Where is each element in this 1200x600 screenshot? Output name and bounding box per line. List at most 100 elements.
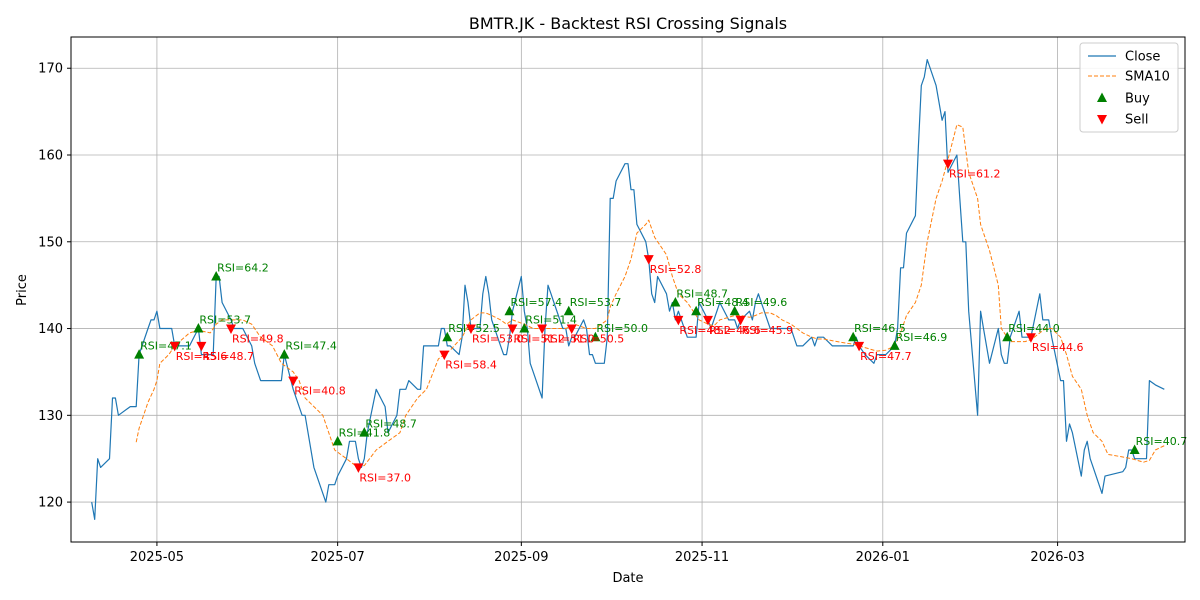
legend-sell-swatch — [1097, 115, 1107, 125]
buy-signal-marker — [563, 305, 574, 316]
sell-signal-marker — [439, 350, 450, 361]
x-tick-label: 2026-03 — [1030, 550, 1084, 565]
sell-signal-marker — [288, 376, 299, 387]
buy-signal-marker — [193, 323, 204, 333]
sell-signal-marker — [196, 341, 207, 352]
sell-signal-marker — [942, 159, 953, 170]
buy-rsi-label: RSI=49.6 — [736, 296, 788, 309]
sell-signal-marker — [507, 324, 518, 335]
buy-signal-marker — [359, 427, 370, 437]
sell-rsi-label: RSI=46.6 — [709, 324, 761, 337]
sell-rsi-label: RSI=44.6 — [1032, 341, 1084, 354]
buy-signal-marker — [1002, 331, 1013, 342]
tick-layer: 2025-05 2025-07 2025-09 2025-11 2026-01 2026-… — [38, 62, 1085, 565]
buy-signal-marker — [1129, 444, 1140, 455]
buy-rsi-label: RSI=40.7 — [1136, 435, 1188, 448]
sell-rsi-label: RSI=40.8 — [294, 385, 346, 398]
buy-signal-marker — [504, 305, 515, 316]
buy-signal-marker — [590, 331, 601, 342]
sell-rsi-label: RSI=58.4 — [445, 359, 497, 372]
buy-signal-marker — [279, 349, 290, 359]
buy-signal-marker — [889, 340, 900, 350]
buy-rsi-label: RSI=53.7 — [570, 296, 622, 309]
buy-rsi-label: RSI=57.4 — [510, 296, 562, 309]
sell-signal-marker — [854, 341, 865, 352]
marker-layer: RSI=47.1RSI=53.7RSI=64.2RSI=47.4RSI=41.8… — [134, 159, 1188, 484]
sell-rsi-label: RSI=37.0 — [359, 471, 411, 484]
y-tick-label: 150 — [38, 235, 63, 250]
legend-buy-swatch — [1097, 92, 1107, 102]
sell-rsi-label: RSI=49.8 — [232, 333, 284, 346]
sma10-line — [135, 124, 1165, 467]
sell-rsi-label: RSI=52.8 — [650, 263, 702, 276]
y-tick-label: 120 — [38, 496, 63, 511]
sell-rsi-label: RSI=51.2 — [513, 333, 565, 346]
y-axis-title: Price — [15, 274, 30, 306]
buy-rsi-label: RSI=48.7 — [676, 288, 728, 301]
sell-rsi-label: RSI=61.2 — [949, 168, 1001, 181]
buy-signal-marker — [332, 435, 343, 446]
legend-label: Buy — [1125, 92, 1150, 107]
sell-signal-marker — [673, 315, 684, 326]
sell-signal-marker — [702, 315, 713, 326]
buy-signal-marker — [134, 349, 145, 359]
sell-rsi-label: RSI=45.9 — [742, 324, 794, 337]
x-tick-label: 2026-01 — [856, 550, 910, 565]
buy-rsi-label: RSI=47.4 — [285, 340, 337, 353]
plot-layer — [91, 59, 1165, 520]
sell-rsi-label: RSI=47.7 — [860, 350, 912, 363]
sell-rsi-label: RSI=53.0 — [472, 333, 524, 346]
close-price-line — [91, 59, 1165, 520]
y-tick-label: 140 — [38, 322, 63, 337]
sell-rsi-label: RSI=45.6 — [176, 350, 228, 363]
y-tick-label: 160 — [38, 149, 63, 164]
x-tick-label: 2025-11 — [675, 550, 729, 565]
buy-signal-marker — [691, 305, 702, 316]
buy-rsi-label: RSI=46.9 — [896, 331, 948, 344]
x-tick-label: 2025-05 — [130, 550, 184, 565]
sell-signal-marker — [566, 324, 577, 335]
sell-signal-marker — [735, 315, 746, 326]
sell-signal-marker — [169, 341, 180, 352]
sell-signal-marker — [465, 324, 476, 335]
x-tick-label: 2025-09 — [494, 550, 548, 565]
sell-signal-marker — [537, 324, 548, 335]
buy-signal-marker — [729, 305, 740, 316]
buy-signal-marker — [848, 331, 859, 342]
buy-rsi-label: RSI=46.5 — [854, 322, 906, 335]
buy-rsi-label: RSI=52.5 — [448, 322, 500, 335]
x-axis-title: Date — [612, 571, 643, 586]
legend-label: SMA10 — [1125, 70, 1170, 85]
buy-rsi-label: RSI=48.7 — [365, 418, 417, 431]
sell-signal-marker — [353, 463, 364, 473]
buy-rsi-label: RSI=53.7 — [199, 314, 251, 327]
legend-box — [1079, 42, 1179, 133]
sell-signal-marker — [643, 255, 654, 265]
buy-rsi-label: RSI=50.0 — [596, 322, 648, 335]
legend-label: Sell — [1125, 113, 1148, 128]
sell-rsi-label: RSI=51.0 — [543, 333, 595, 346]
sell-signal-marker — [225, 324, 236, 335]
buy-signal-marker — [442, 331, 453, 342]
sell-rsi-label: RSI=48.7 — [202, 350, 254, 363]
y-tick-label: 170 — [38, 62, 63, 77]
sell-rsi-label: RSI=48.2 — [679, 324, 731, 337]
sell-signal-marker — [1025, 333, 1036, 343]
legend-label: Close — [1125, 50, 1160, 65]
x-tick-label: 2025-07 — [310, 550, 364, 565]
buy-rsi-label: RSI=51.4 — [525, 314, 577, 327]
buy-signal-marker — [519, 323, 530, 333]
buy-rsi-label: RSI=64.2 — [217, 261, 269, 274]
legend: Close SMA10 Buy Sell — [1079, 42, 1179, 133]
y-tick-label: 130 — [38, 409, 63, 424]
buy-signal-marker — [211, 270, 222, 281]
sell-rsi-label: RSI=50.5 — [573, 333, 625, 346]
chart-title: BMTR.JK - Backtest RSI Crossing Signals — [469, 14, 787, 33]
buy-rsi-label: RSI=48.4 — [697, 296, 749, 309]
grid-layer — [71, 37, 1185, 542]
buy-signal-marker — [670, 297, 681, 307]
buy-rsi-label: RSI=44.0 — [1008, 322, 1060, 335]
plot-frame — [70, 36, 1186, 543]
